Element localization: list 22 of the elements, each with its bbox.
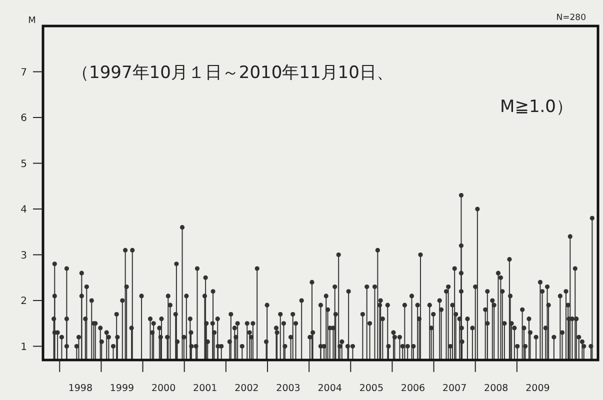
x-tick-label: 2001 <box>193 383 218 394</box>
y-axis-title: M <box>28 16 36 26</box>
x-tick-label: 2008 <box>484 383 508 394</box>
text: （1997年10月１日～2010年11月10日、 M≧1.0） <box>72 63 573 117</box>
x-tick-label: 2005 <box>359 383 384 394</box>
y-tick-label: 4 <box>20 204 27 216</box>
y-tick-label: 2 <box>20 296 27 308</box>
x-tick-label: 2004 <box>318 383 342 394</box>
y-tick-label: 6 <box>20 113 27 124</box>
text: N=280 <box>556 13 586 23</box>
y-tick-label: 5 <box>20 158 27 170</box>
x-tick-label: 2002 <box>234 383 259 394</box>
x-tick-label: 1998 <box>68 383 93 394</box>
x-tick-label: 2009 <box>526 383 550 394</box>
y-tick-label: 3 <box>20 250 27 262</box>
y-tick-label: 1 <box>20 342 27 353</box>
x-tick-label: 2003 <box>276 383 300 394</box>
x-tick-label: 1999 <box>110 383 134 394</box>
x-tick-label: 2000 <box>151 383 176 394</box>
y-tick-label: 7 <box>20 67 27 78</box>
x-tick-label: 2007 <box>442 383 467 394</box>
x-tick-label: 2006 <box>400 383 426 394</box>
